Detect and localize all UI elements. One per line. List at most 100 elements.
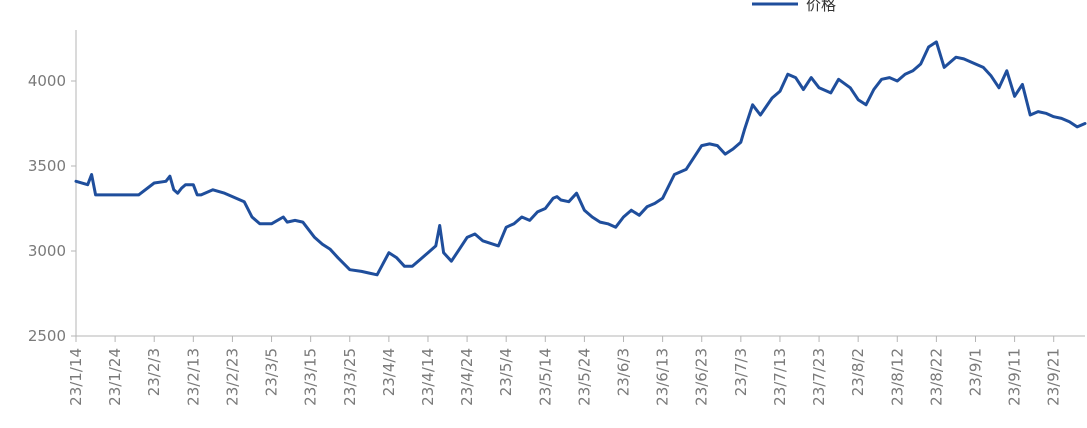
- data-point: [1037, 110, 1040, 113]
- data-point: [872, 88, 875, 91]
- y-tick-label: 3500: [28, 157, 66, 175]
- data-point: [438, 224, 441, 227]
- data-point: [700, 144, 703, 147]
- x-tick-label: 23/6/23: [693, 348, 711, 406]
- data-point: [575, 192, 578, 195]
- y-tick-label: 2500: [28, 327, 66, 345]
- data-point: [231, 195, 234, 198]
- x-tick-label: 23/3/5: [263, 348, 281, 396]
- data-point: [904, 73, 907, 76]
- data-point: [974, 63, 977, 65]
- data-point: [614, 226, 617, 229]
- x-tick-label: 23/5/14: [536, 348, 554, 406]
- data-point: [243, 200, 246, 203]
- data-point: [114, 193, 117, 196]
- data-point: [348, 268, 351, 271]
- data-point: [829, 91, 832, 94]
- legend-label: 价格: [806, 0, 836, 14]
- data-point: [599, 221, 602, 224]
- data-point: [1068, 120, 1071, 123]
- data-point: [184, 183, 187, 186]
- data-point: [630, 209, 633, 212]
- data-point: [880, 78, 883, 81]
- data-point: [513, 222, 515, 225]
- x-tick-label: 23/7/13: [771, 348, 789, 406]
- data-point: [192, 183, 195, 186]
- x-tick-label: 23/6/3: [615, 348, 633, 396]
- data-point: [442, 251, 445, 254]
- y-tick-label: 3000: [28, 242, 66, 260]
- data-point: [360, 270, 363, 273]
- data-point: [556, 195, 558, 198]
- data-point: [458, 248, 461, 251]
- data-point: [1084, 122, 1086, 125]
- data-point: [94, 193, 97, 196]
- data-point: [172, 188, 175, 191]
- data-point: [732, 148, 734, 150]
- data-point: [622, 216, 625, 218]
- data-point: [419, 258, 422, 261]
- data-point: [724, 153, 727, 156]
- y-tick-label: 4000: [28, 72, 66, 90]
- data-point: [427, 251, 429, 254]
- data-point: [286, 221, 289, 224]
- data-point: [990, 74, 993, 77]
- data-point: [1044, 112, 1047, 115]
- x-tick-label: 23/4/24: [458, 348, 476, 406]
- data-point: [473, 233, 476, 235]
- data-point: [90, 173, 93, 176]
- data-point: [810, 76, 813, 79]
- data-point: [786, 73, 789, 76]
- data-point: [865, 103, 867, 106]
- data-point: [567, 200, 570, 203]
- data-point: [329, 248, 332, 251]
- data-point: [1013, 95, 1016, 98]
- data-point: [653, 202, 656, 205]
- series-layer: [74, 40, 1087, 277]
- data-point: [520, 216, 523, 218]
- data-point: [583, 209, 586, 212]
- data-point: [751, 103, 754, 106]
- data-point: [962, 57, 965, 60]
- data-point: [673, 173, 676, 176]
- data-point: [1005, 69, 1008, 72]
- data-point: [137, 193, 140, 196]
- data-point: [211, 188, 214, 191]
- data-point: [888, 76, 891, 79]
- x-tick-label: 23/7/23: [810, 348, 828, 406]
- data-point: [153, 182, 156, 184]
- data-point: [376, 273, 379, 276]
- data-point: [86, 183, 89, 186]
- data-point: [176, 192, 179, 195]
- data-point: [98, 193, 101, 196]
- x-tick-label: 23/1/14: [67, 348, 85, 406]
- data-point: [743, 127, 746, 130]
- data-point: [251, 216, 253, 218]
- data-point: [954, 56, 957, 59]
- data-point: [919, 63, 922, 65]
- data-point: [395, 256, 398, 259]
- data-point: [771, 97, 774, 99]
- data-point: [544, 207, 547, 210]
- data-point: [802, 88, 805, 91]
- chart-legend: 价格: [752, 0, 836, 14]
- data-point: [818, 86, 821, 89]
- data-point: [911, 69, 914, 72]
- x-tick-label: 23/4/14: [419, 348, 437, 406]
- data-point: [282, 216, 285, 218]
- data-point: [75, 180, 77, 183]
- data-point: [638, 214, 641, 217]
- data-point: [661, 197, 664, 200]
- x-tick-label: 23/5/4: [497, 348, 515, 396]
- data-point: [759, 114, 762, 116]
- data-point: [403, 265, 406, 268]
- data-point: [779, 90, 781, 93]
- data-point: [411, 265, 414, 268]
- x-tick-label: 23/8/22: [927, 348, 945, 406]
- x-tick-label: 23/2/23: [223, 348, 241, 406]
- data-point: [849, 86, 852, 89]
- x-tick-label: 23/8/2: [849, 348, 867, 396]
- x-tick-label: 23/3/25: [341, 348, 359, 406]
